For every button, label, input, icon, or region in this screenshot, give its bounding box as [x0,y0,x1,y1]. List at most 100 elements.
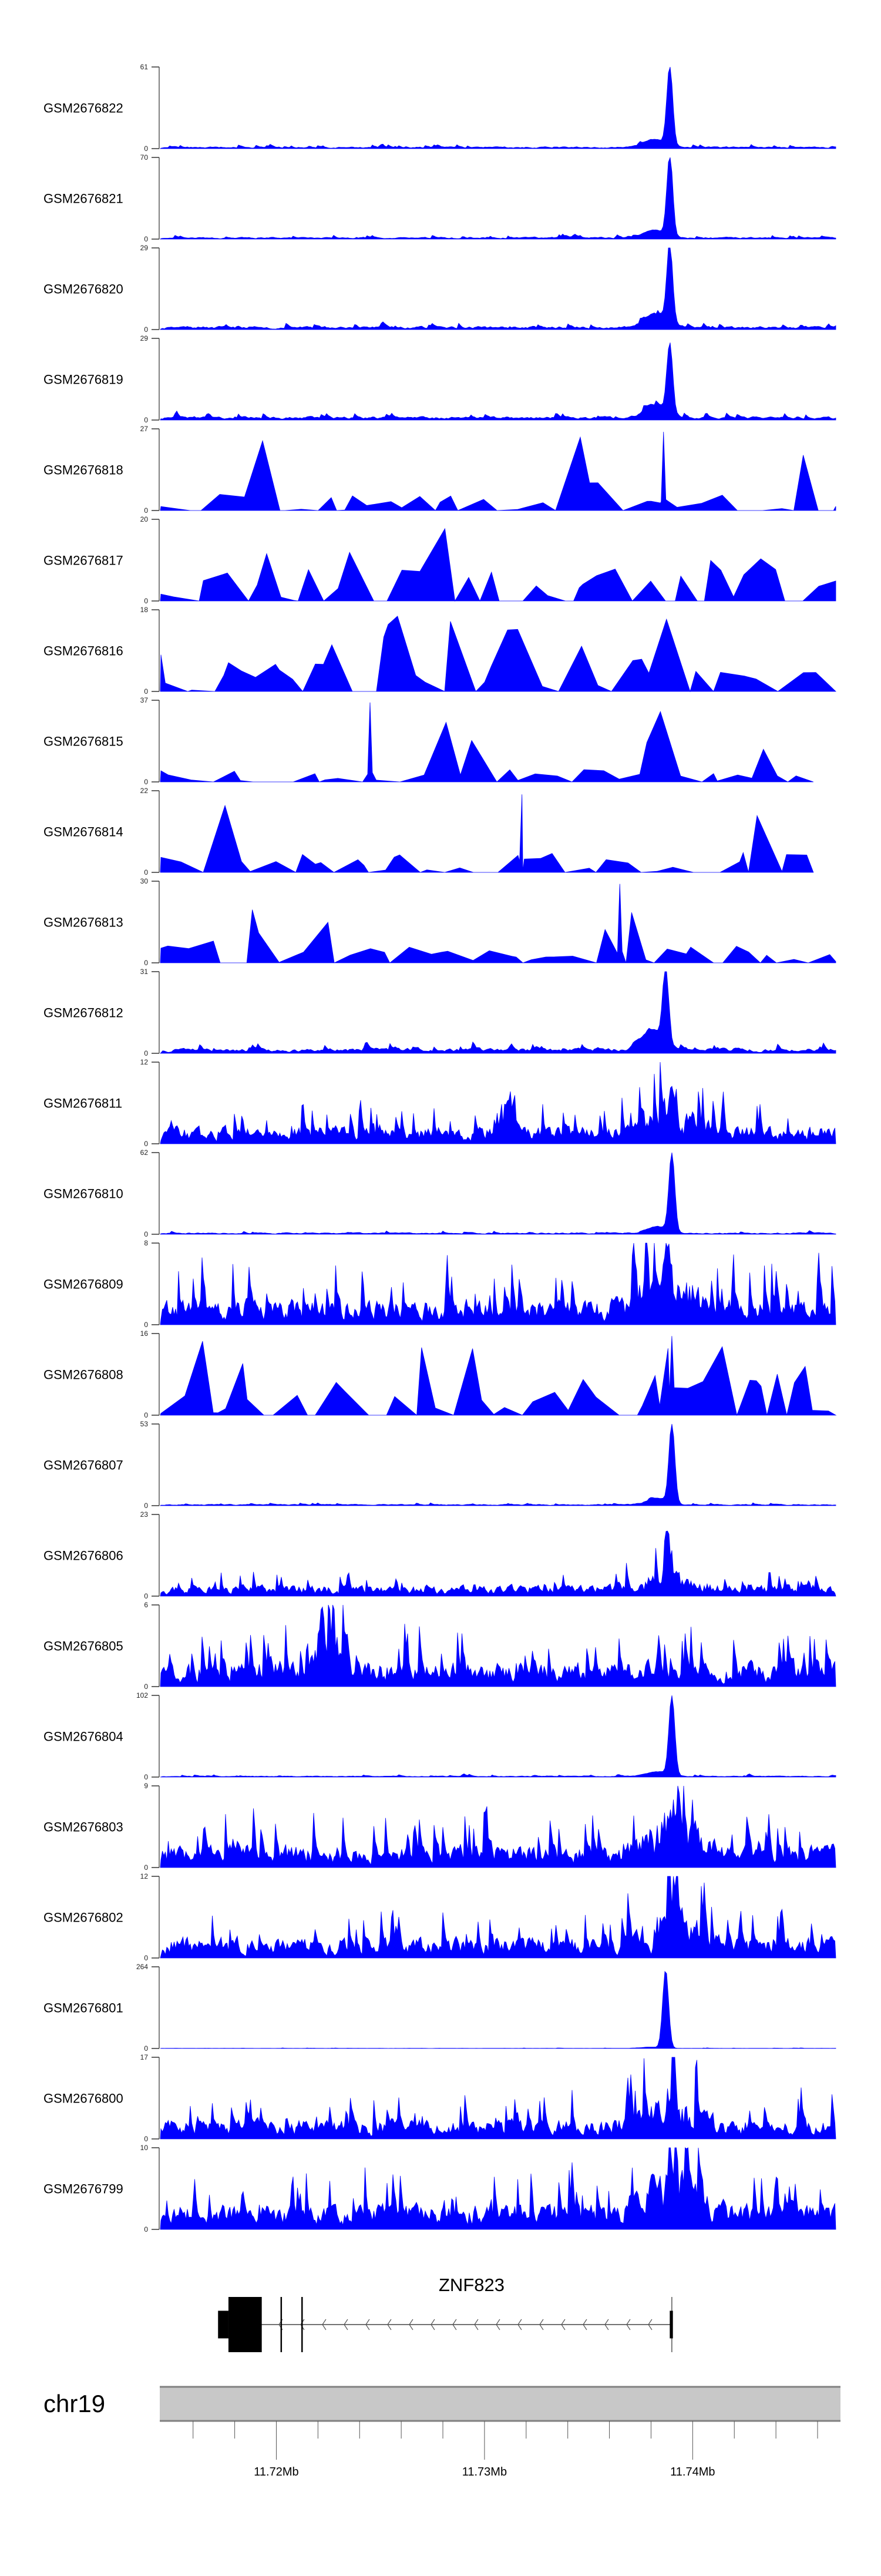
track-label: GSM2676800 [43,2091,123,2106]
track-label: GSM2676814 [43,825,123,839]
y-axis-max-label: 20 [140,515,149,523]
y-axis-max-label: 53 [140,1420,149,1428]
gene-exon [280,2297,283,2352]
track-label: GSM2676805 [43,1639,123,1654]
track-GSM2676819: GSM2676819 29 0 [43,334,836,424]
signal-area [160,884,836,963]
y-axis-min-label: 0 [144,1321,148,1329]
strand-arrow-icon [604,2319,609,2330]
track-GSM2676814: GSM2676814 22 0 [43,787,814,876]
y-axis-max-label: 12 [140,1872,149,1880]
strand-arrow-icon [387,2319,392,2330]
track-label: GSM2676817 [43,553,123,568]
y-axis-max-label: 27 [140,425,149,433]
gene-track: ZNF823 [218,2275,673,2352]
y-axis-max-label: 37 [140,696,149,704]
y-axis-min-label: 0 [144,1863,148,1872]
track-GSM2676802: GSM2676802 12 0 [43,1872,836,1962]
y-axis-max-label: 29 [140,244,149,252]
gene-exon [670,2310,673,2339]
data-tracks: GSM2676822610GSM2676821700GSM2676820290G… [43,63,837,2234]
gene-exon [301,2297,303,2352]
track-label: GSM2676804 [43,1729,123,1744]
y-axis-max-label: 9 [144,1782,148,1790]
y-axis-max-label: 6 [144,1601,148,1609]
y-axis-max-label: 16 [140,1329,149,1338]
y-axis-max-label: 17 [140,2053,149,2061]
y-axis-min-label: 0 [144,1502,148,1510]
track-label: GSM2676821 [43,192,123,206]
signal-area [160,1695,836,1778]
y-axis-min-label: 0 [144,506,148,515]
signal-area [160,432,836,511]
signal-area [160,1785,836,1868]
track-GSM2676799: GSM2676799 10 0 [43,2144,836,2234]
y-axis-min-label: 0 [144,1682,148,1691]
gene-label: ZNF823 [439,2275,505,2295]
track-GSM2676821: GSM2676821 70 0 [43,153,836,243]
y-axis-min-label: 0 [144,1411,148,1419]
strand-arrow-icon [344,2319,348,2330]
y-axis-min-label: 0 [144,325,148,334]
strand-arrow-icon [409,2319,413,2330]
y-axis-max-label: 102 [136,1691,148,1700]
track-label: GSM2676807 [43,1458,123,1473]
signal-area [160,1876,836,1959]
track-GSM2676805: GSM2676805 6 0 [43,1601,836,1691]
chromosome-label: chr19 [43,2390,105,2417]
y-axis-min-label: 0 [144,959,148,967]
genomic-axis-ticks: 11.72Mb 11.73Mb 11.74Mb [193,2421,818,2478]
track-GSM2676812: GSM2676812 31 0 [43,968,836,1057]
track-GSM2676806: GSM2676806 23 0 [43,1510,836,1600]
y-axis-min-label: 0 [144,1140,148,1148]
track-label: GSM2676808 [43,1368,123,1382]
track-GSM2676809: GSM2676809 8 0 [43,1239,836,1329]
track-label: GSM2676818 [43,463,123,478]
y-axis-max-label: 18 [140,606,149,614]
track-GSM2676804: GSM2676804 102 0 [43,1691,836,1781]
y-axis-min-label: 0 [144,1230,148,1238]
y-axis-max-label: 10 [140,2144,149,2152]
track-GSM2676810: GSM2676810 62 0 [43,1148,836,1238]
y-axis-min-label: 0 [144,778,148,786]
gene-model-znf823[interactable] [218,2297,673,2352]
track-GSM2676808: GSM2676808 16 0 [43,1329,837,1419]
track-label: GSM2676810 [43,1187,123,1201]
y-axis-max-label: 264 [136,1963,148,1971]
signal-area [159,157,836,240]
track-GSM2676800: GSM2676800 17 0 [43,2053,836,2143]
track-label: GSM2676822 [43,101,123,116]
signal-area [160,2057,836,2140]
signal-area [159,971,836,1054]
x-axis-tick-label: 11.72Mb [254,2466,298,2478]
signal-area [160,247,836,330]
y-axis-min-label: 0 [144,145,148,153]
track-label: GSM2676815 [43,734,123,749]
y-axis-max-label: 8 [144,1239,148,1247]
signal-area [160,1152,836,1235]
track-GSM2676815: GSM2676815 37 0 [43,696,814,786]
strand-arrow-icon [583,2319,587,2330]
y-axis-min-label: 0 [144,1592,148,1600]
track-label: GSM2676799 [43,2182,123,2197]
strand-arrow-icon [626,2319,631,2330]
y-axis-max-label: 29 [140,334,149,342]
track-label: GSM2676812 [43,1006,123,1020]
signal-area [159,1423,836,1506]
track-label: GSM2676803 [43,1820,123,1835]
y-axis-min-label: 0 [144,1954,148,1962]
track-GSM2676816: GSM2676816 18 0 [43,606,836,696]
x-axis-tick-label: 11.74Mb [670,2466,715,2478]
track-GSM2676813: GSM2676813 30 0 [43,877,836,967]
y-axis-min-label: 0 [144,597,148,605]
y-axis-min-label: 0 [144,2225,148,2234]
signal-area [160,1242,836,1325]
track-GSM2676822: GSM2676822 61 0 [43,63,836,153]
y-axis-max-label: 70 [140,153,149,162]
track-label: GSM2676806 [43,1549,123,1563]
track-label: GSM2676809 [43,1277,123,1292]
track-GSM2676801: GSM2676801 264 0 [43,1963,836,2053]
signal-area [160,1971,836,2049]
strand-arrow-icon [539,2319,544,2330]
y-axis-max-label: 30 [140,877,149,885]
